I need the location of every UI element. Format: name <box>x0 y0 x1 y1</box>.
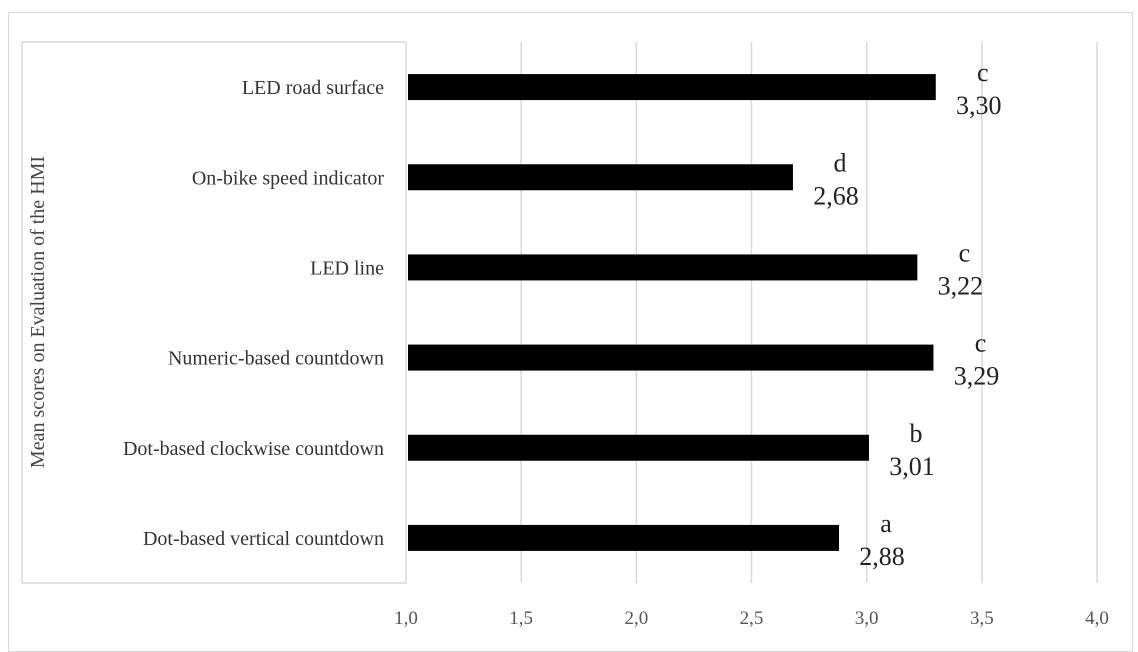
x-tick-label: 2,5 <box>740 608 764 629</box>
x-tick-label: 1,0 <box>394 608 418 629</box>
value-label: 2,88 <box>859 542 905 571</box>
category-label: Numeric-based countdown <box>168 348 384 370</box>
category-label: LED road surface <box>242 77 384 99</box>
bar <box>408 164 793 191</box>
category-label: Dot-based clockwise countdown <box>123 438 384 460</box>
value-label: 3,29 <box>954 362 1000 391</box>
bar <box>408 254 918 281</box>
group-letter-label: c <box>959 238 971 267</box>
category-labels: LED road surface On-bike speed indicator L… <box>123 77 384 550</box>
category-label: On-bike speed indicator <box>192 167 384 189</box>
group-letter-label: c <box>975 329 987 358</box>
value-label: 3,22 <box>938 271 984 300</box>
group-letter-label: c <box>977 58 989 87</box>
x-tick-labels: 1,0 1,5 2,0 2,5 3,0 3,5 4,0 <box>394 608 1109 629</box>
category-label: Dot-based vertical countdown <box>143 528 384 550</box>
value-label: 3,01 <box>889 452 935 481</box>
group-letter-label: b <box>909 419 922 448</box>
x-tick-label: 4,0 <box>1085 608 1109 629</box>
value-label: 3,30 <box>956 91 1002 120</box>
grid-lines <box>520 42 1098 583</box>
y-axis-label: Mean scores on Evaluation of the HMI <box>27 156 49 468</box>
x-tick-label: 3,0 <box>855 608 879 629</box>
hmi-bar-chart: Mean scores on Evaluation of the HMI LED… <box>21 41 1109 629</box>
x-tick-label: 2,0 <box>624 608 648 629</box>
group-letter-label: d <box>833 148 846 177</box>
x-tick-label: 3,5 <box>970 608 994 629</box>
value-label: 2,68 <box>813 181 859 210</box>
category-label: LED line <box>310 257 384 279</box>
bar <box>408 74 936 101</box>
x-tick-label: 1,5 <box>509 608 533 629</box>
bar <box>408 344 934 371</box>
bar <box>408 434 869 461</box>
y-axis-label-group: Mean scores on Evaluation of the HMI <box>27 156 49 468</box>
group-letter-label: a <box>880 509 892 538</box>
bar <box>408 524 840 551</box>
bars <box>408 74 936 551</box>
bar-annotations: c 3,30 d 2,68 c 3,22 c 3,29 b 3,01 a 2,88 <box>813 58 1001 571</box>
